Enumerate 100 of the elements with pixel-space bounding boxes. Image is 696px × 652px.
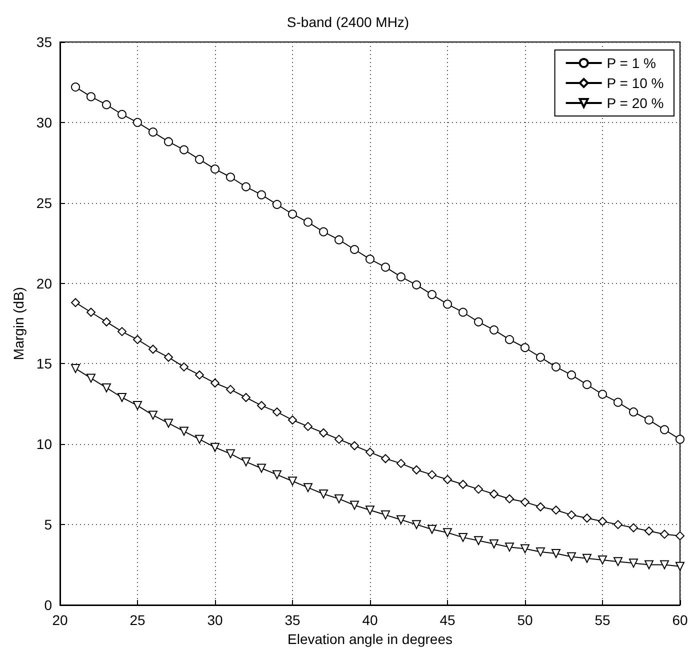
point: [195, 370, 204, 380]
y-tick-label: 0: [44, 597, 52, 613]
point: [304, 218, 312, 227]
point: [582, 514, 592, 523]
point: [133, 335, 142, 344]
point: [412, 520, 421, 530]
x-tick-label: 25: [130, 612, 146, 628]
point: [582, 380, 592, 390]
point: [567, 510, 576, 520]
point: [629, 523, 638, 532]
point: [366, 254, 374, 264]
point: [86, 374, 96, 383]
point: [505, 542, 514, 552]
point: [148, 344, 158, 354]
point: [257, 190, 266, 200]
point: [520, 544, 530, 554]
point: [552, 362, 560, 372]
point: [272, 407, 282, 416]
x-tick-label: 40: [362, 612, 378, 628]
point: [490, 325, 498, 334]
point: [102, 317, 111, 326]
point: [350, 441, 359, 450]
point: [428, 524, 436, 534]
y-tick-label: 5: [44, 516, 52, 533]
y-tick-label: 20: [36, 275, 52, 292]
point: [242, 392, 250, 402]
point: [133, 401, 142, 410]
point: [520, 343, 530, 352]
y-tick-label: 30: [36, 114, 52, 130]
point: [319, 227, 328, 236]
point: [474, 317, 483, 326]
point: [71, 298, 80, 308]
point: [458, 480, 468, 489]
point: [396, 515, 406, 524]
legend-label: P = 1 %: [606, 55, 656, 71]
point: [443, 300, 452, 309]
point: [614, 520, 622, 530]
point: [536, 352, 545, 362]
point: [505, 494, 514, 504]
x-tick-label: 60: [672, 612, 688, 628]
point: [676, 562, 684, 571]
point: [257, 464, 266, 473]
point: [133, 118, 142, 127]
point: [350, 245, 359, 254]
point: [118, 110, 126, 119]
point: [164, 137, 173, 146]
point: [474, 484, 483, 494]
x-tick-label: 50: [517, 612, 533, 628]
point: [598, 555, 607, 564]
x-tick-label: 55: [594, 612, 610, 628]
point: [598, 390, 607, 399]
x-tick-label: 45: [440, 612, 456, 628]
point: [567, 552, 576, 562]
point: [319, 490, 328, 499]
point: [505, 335, 514, 344]
x-axis-title: Elevation angle in degrees: [287, 630, 453, 647]
point: [102, 100, 111, 110]
point: [644, 560, 654, 570]
point: [304, 483, 312, 492]
point: [164, 352, 173, 362]
point: [443, 528, 452, 538]
point: [552, 549, 560, 558]
y-tick-label: 15: [36, 356, 52, 372]
point: [288, 210, 297, 219]
point: [412, 280, 421, 290]
point: [118, 392, 126, 402]
point: [474, 536, 483, 546]
point: [226, 384, 235, 394]
point: [490, 539, 498, 548]
point: [148, 410, 158, 420]
point: [334, 494, 344, 504]
point: [86, 92, 96, 102]
point: [644, 416, 654, 425]
point: [490, 490, 498, 499]
point: [412, 465, 421, 474]
point: [443, 475, 452, 484]
point: [272, 470, 282, 480]
point: [226, 449, 235, 458]
point: [598, 516, 607, 526]
point: [676, 434, 684, 444]
point: [288, 416, 297, 425]
point: [86, 308, 96, 317]
point: [71, 364, 80, 374]
chart-title: S-band (2400 MHz): [286, 14, 410, 30]
point: [334, 434, 344, 444]
point: [366, 506, 374, 515]
point: [242, 457, 250, 466]
point: [195, 434, 204, 444]
point: [582, 554, 592, 563]
y-tick-label: 10: [36, 436, 52, 452]
point: [164, 418, 173, 428]
point: [458, 308, 468, 317]
point: [195, 154, 204, 164]
point: [118, 327, 126, 336]
point: [396, 272, 406, 282]
point: [210, 442, 220, 452]
point: [614, 398, 622, 407]
point: [71, 82, 80, 92]
point: [180, 362, 188, 372]
point: [428, 470, 436, 480]
